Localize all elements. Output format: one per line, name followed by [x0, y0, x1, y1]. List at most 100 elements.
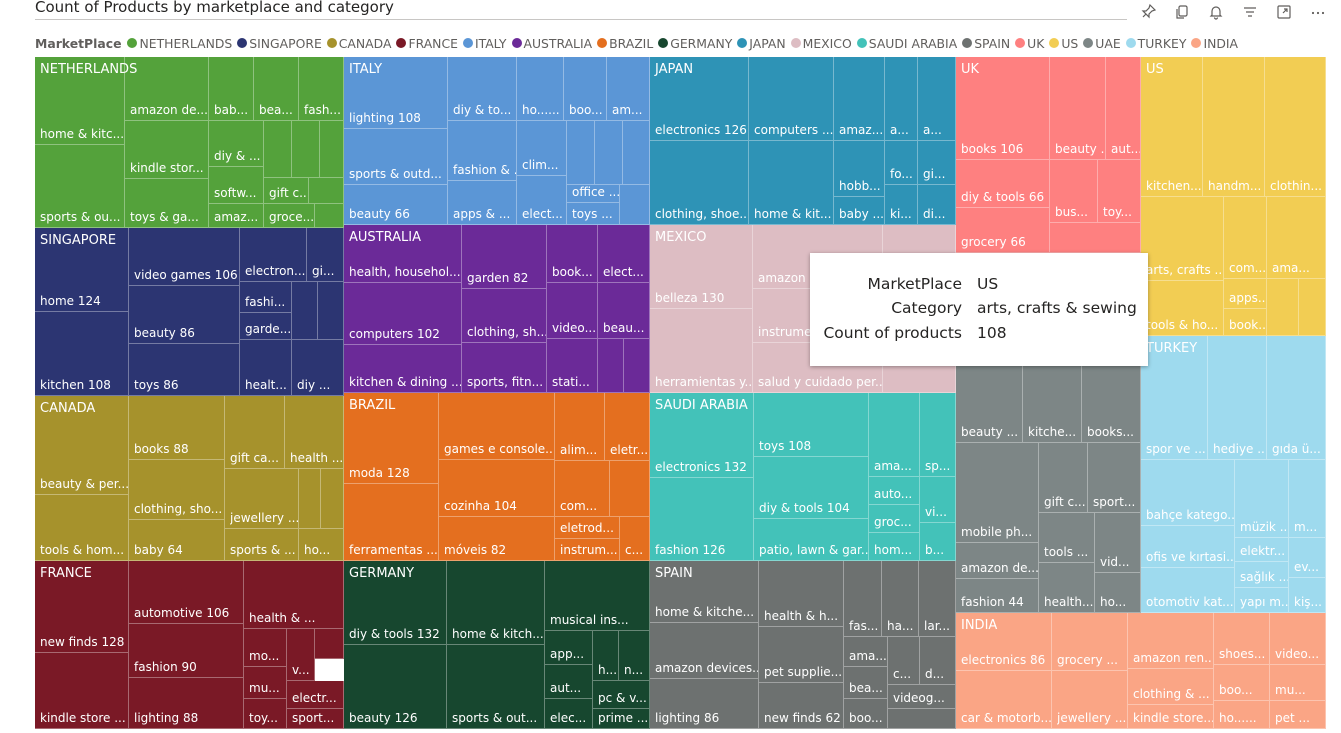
legend-item-germany[interactable]: GERMANY [658, 36, 732, 51]
treemap-cell[interactable]: ama... [844, 637, 888, 667]
treemap-cell[interactable]: tools ... [1039, 513, 1095, 563]
treemap-cell[interactable]: clim... [517, 121, 567, 176]
treemap-cell[interactable]: video... [1270, 613, 1326, 665]
focus-mode-icon[interactable] [1267, 2, 1301, 22]
treemap-cell[interactable]: musical ins... [545, 561, 650, 631]
treemap-cell[interactable]: clothing, sh... [462, 289, 547, 343]
legend-item-uae[interactable]: UAE [1083, 36, 1121, 51]
treemap-cell[interactable]: fashion 90 [129, 624, 244, 678]
treemap-cell[interactable]: gıda ü... [1267, 336, 1326, 460]
treemap-cell[interactable] [315, 204, 344, 228]
treemap-cell[interactable]: amazon de... [956, 543, 1039, 579]
treemap-cell[interactable]: garde... [240, 313, 292, 340]
treemap-cell[interactable]: a... [885, 57, 918, 141]
legend-item-india[interactable]: INDIA [1191, 36, 1238, 51]
treemap-cell[interactable]: beauty ... [1050, 57, 1106, 160]
treemap-cell[interactable]: yapı m... [1235, 588, 1289, 613]
treemap-cell[interactable]: automotive 106 [129, 561, 244, 624]
treemap-cell[interactable]: clothing, sho... [129, 460, 225, 520]
treemap-cell[interactable]: ha... [882, 561, 919, 637]
filter-icon[interactable] [1233, 2, 1267, 22]
treemap-cell[interactable]: electronics 86 [956, 613, 1052, 671]
treemap-cell[interactable]: hediye ... [1208, 336, 1267, 460]
treemap-cell[interactable]: h... [593, 631, 619, 681]
treemap-cell[interactable]: boo... [1214, 665, 1270, 701]
treemap-cell[interactable]: ki... [885, 185, 918, 225]
legend-item-spain[interactable]: SPAIN [962, 36, 1010, 51]
treemap-cell[interactable]: kindle stor... [125, 121, 209, 179]
treemap-cell[interactable]: health ... [285, 396, 344, 469]
treemap-cell[interactable]: müzik ... [1235, 460, 1289, 538]
copy-icon[interactable] [1165, 2, 1199, 22]
treemap-cell[interactable] [888, 709, 956, 729]
treemap-cell[interactable]: herramientas y... [650, 309, 753, 393]
treemap-cell[interactable]: c... [620, 517, 650, 561]
treemap-cell[interactable]: b... [920, 523, 956, 561]
treemap-cell[interactable]: lighting 86 [650, 679, 759, 729]
treemap-cell[interactable] [309, 178, 344, 204]
treemap-cell[interactable]: new finds 62 [759, 683, 844, 729]
treemap-cell[interactable]: diy & tools 104 [754, 457, 869, 519]
treemap-cell[interactable]: lighting 88 [129, 678, 244, 729]
legend-item-france[interactable]: FRANCE [396, 36, 458, 51]
treemap-cell[interactable]: toys ... [567, 203, 620, 225]
treemap-cell[interactable]: otomotiv kat... [1141, 568, 1235, 613]
treemap-cell[interactable]: pet supplie... [759, 627, 844, 683]
treemap-cell[interactable]: fas... [844, 561, 882, 637]
treemap-cell[interactable]: ev... [1289, 538, 1326, 578]
treemap-cell[interactable] [292, 282, 318, 340]
treemap-cell[interactable]: home & kitc... [35, 57, 125, 145]
treemap-cell[interactable]: v... [287, 629, 315, 681]
treemap-cell[interactable]: computers ... [749, 57, 834, 141]
treemap-cell[interactable]: diy & ... [209, 121, 264, 167]
treemap-cell[interactable]: clothing & ... [1128, 669, 1214, 705]
treemap-cell[interactable] [595, 121, 623, 185]
treemap-cell[interactable]: kitchen & dining ... [344, 345, 462, 393]
legend-item-italy[interactable]: ITALY [462, 36, 507, 51]
treemap-cell[interactable]: hom... [869, 533, 920, 561]
treemap-cell[interactable]: gift c... [264, 178, 309, 204]
treemap-cell[interactable]: eletr... [605, 393, 650, 461]
treemap-cell[interactable]: bus... [1050, 160, 1098, 223]
treemap-cell[interactable]: beauty 66 [344, 185, 448, 225]
treemap-cell[interactable]: mobile ph... [956, 443, 1039, 543]
treemap-cell[interactable]: baby 64 [129, 520, 225, 561]
treemap-cell[interactable]: jewellery ... [1052, 671, 1128, 729]
treemap-cell[interactable] [299, 469, 321, 529]
treemap-cell[interactable]: gi... [918, 141, 956, 185]
treemap-cell[interactable]: sp... [920, 393, 956, 477]
treemap-cell[interactable]: elektr... [1235, 538, 1289, 562]
treemap-cell[interactable] [624, 339, 650, 393]
bell-icon[interactable] [1199, 2, 1233, 22]
treemap-cell[interactable] [321, 469, 344, 529]
treemap-cell[interactable]: boo... [564, 57, 607, 121]
treemap-cell[interactable]: gift c... [1039, 443, 1088, 513]
legend-item-mexico[interactable]: MEXICO [790, 36, 852, 51]
pin-icon[interactable] [1131, 2, 1165, 22]
treemap-cell[interactable]: clothing, shoe... [650, 141, 749, 225]
treemap-cell[interactable] [315, 629, 344, 659]
treemap-cell[interactable]: fashion 126 [650, 478, 754, 561]
treemap-cell[interactable]: móveis 82 [439, 517, 555, 561]
treemap-cell[interactable]: vi... [920, 477, 956, 523]
treemap-cell[interactable]: ho... [1095, 573, 1141, 613]
treemap-cell[interactable]: apps & ... [448, 181, 517, 225]
treemap-cell[interactable]: kitchen... [1141, 57, 1203, 197]
treemap-cell[interactable]: apps... [1224, 279, 1267, 309]
legend-item-turkey[interactable]: TURKEY [1125, 36, 1186, 51]
treemap-cell[interactable]: boo... [844, 699, 888, 729]
treemap-cell[interactable]: di... [918, 185, 956, 225]
treemap-cell[interactable]: videog... [888, 685, 956, 709]
treemap-cell[interactable]: bea... [254, 57, 299, 121]
treemap-cell[interactable]: bahçe katego... [1141, 460, 1235, 526]
treemap-cell[interactable] [567, 121, 595, 185]
treemap-cell[interactable]: amazon de... [125, 57, 209, 121]
treemap-cell[interactable]: kindle store ... [35, 653, 129, 729]
treemap-cell[interactable]: ho... [299, 529, 344, 561]
treemap-cell[interactable]: diy & tools 132 [344, 561, 447, 645]
treemap-cell[interactable]: diy & tools 66 [956, 160, 1050, 208]
treemap-cell[interactable]: lighting 108 [344, 57, 448, 129]
treemap-cell[interactable]: fashion & ... [448, 121, 517, 181]
treemap-cell[interactable]: com... [1224, 197, 1267, 279]
treemap-cell[interactable]: beauty 126 [344, 645, 447, 729]
